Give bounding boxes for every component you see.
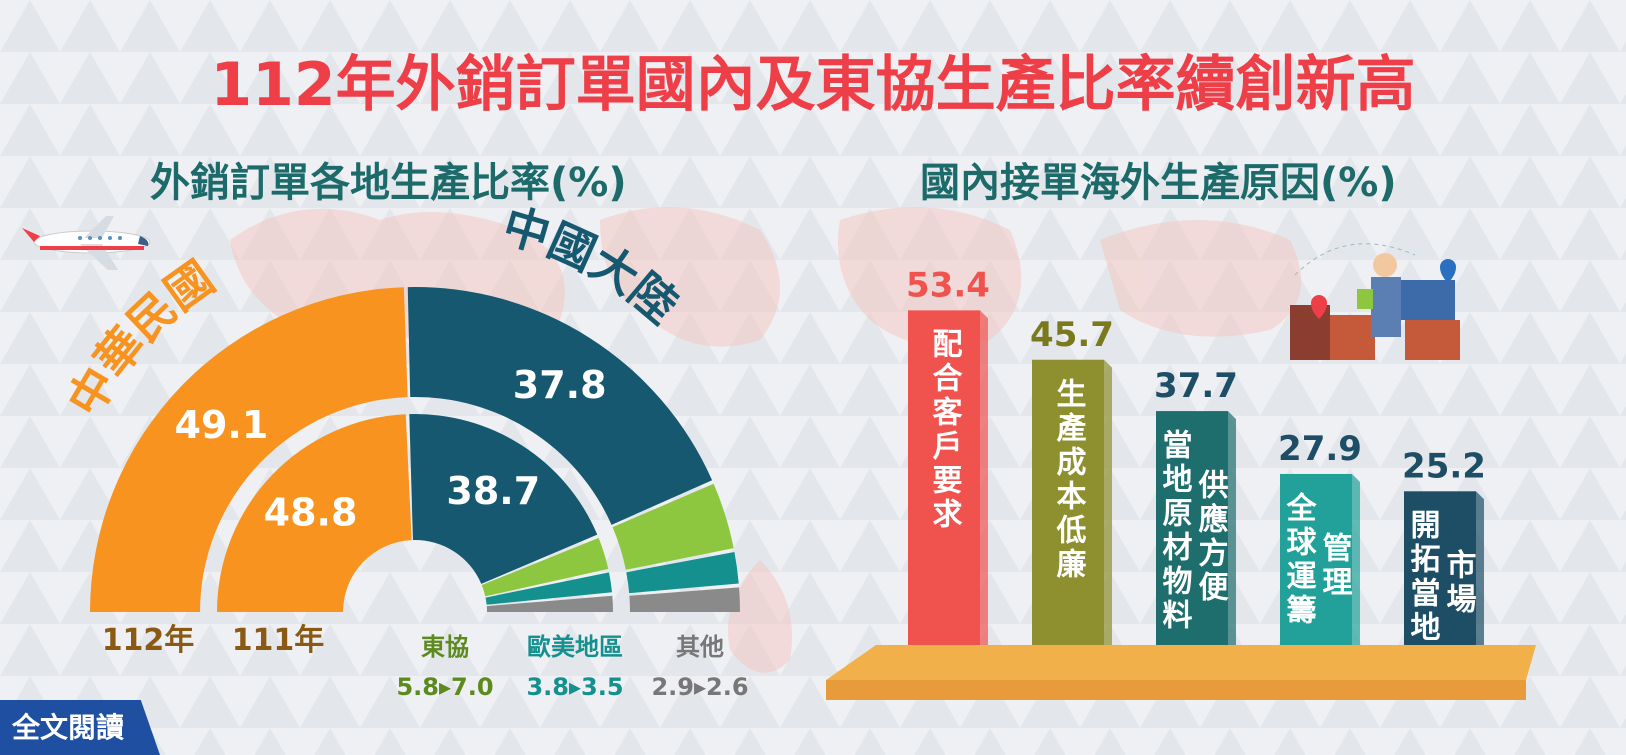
- bar-value-1: 53.4: [906, 265, 990, 305]
- slice-euam-112: [626, 552, 739, 594]
- bar-side-4: [1352, 473, 1360, 653]
- slice-euam-111: [485, 572, 613, 605]
- label-other: 其他: [676, 633, 724, 661]
- change-euam: 3.8▸3.5: [526, 673, 623, 701]
- platform-front: [826, 680, 1526, 700]
- bar-category-label-4: 全球運籌: [1280, 491, 1316, 628]
- ring-label-111: 111年: [232, 623, 325, 658]
- bar-value-3: 37.7: [1154, 366, 1238, 406]
- left-chart-title: 外銷訂單各地生產比率(%): [150, 160, 627, 206]
- value-label-china-111: 38.7: [446, 469, 540, 513]
- bar-1: [908, 310, 980, 653]
- label-euam: 歐美地區: [527, 633, 623, 661]
- bar-category-label-3: 當地原材物料: [1156, 429, 1192, 634]
- value-label-china-112: 37.8: [513, 363, 607, 407]
- logistics-worker-icon: [1290, 243, 1460, 360]
- bar-2: [1032, 359, 1104, 653]
- bar-value-5: 25.2: [1402, 446, 1486, 486]
- value-label-roc-111: 48.8: [264, 490, 358, 534]
- bar-category-label-1: 配合客戶要求: [926, 328, 962, 533]
- bar-value-4: 27.9: [1278, 429, 1362, 469]
- bar-category-label-5: 開拓當地: [1404, 509, 1440, 646]
- bar-side-2: [1104, 359, 1112, 653]
- bar-side-5: [1476, 491, 1484, 653]
- airplane-icon: [22, 216, 151, 270]
- label-asean: 東協: [421, 633, 469, 661]
- ring-label-112: 112年: [102, 623, 195, 658]
- change-other: 2.9▸2.6: [651, 673, 748, 701]
- right-chart-title: 國內接單海外生產原因(%): [920, 160, 1397, 206]
- bar-4: [1280, 473, 1352, 653]
- bar-side-3: [1228, 411, 1236, 653]
- slice-roc-111: [217, 414, 412, 612]
- value-label-roc-112: 49.1: [175, 403, 269, 447]
- slice-asean-111: [481, 537, 609, 597]
- slice-roc-112: [90, 287, 408, 612]
- slice-other-112: [629, 587, 740, 612]
- slice-other-111: [486, 595, 613, 612]
- page-title: 112年外銷訂單國內及東協生產比率續創新高: [210, 50, 1416, 120]
- slice-china-112: [407, 287, 713, 525]
- read-full-text-button[interactable]: 全文閱讀: [0, 700, 160, 755]
- bar-category-label-5: 市場: [1440, 549, 1476, 618]
- bar-category-label-4: 管理: [1316, 531, 1352, 600]
- bar-side-1: [980, 310, 988, 653]
- slice-china-111: [409, 414, 598, 584]
- change-asean: 5.8▸7.0: [396, 673, 493, 701]
- bar-category-label-2: 生產成本低廉: [1050, 377, 1086, 582]
- bar-5: [1404, 491, 1476, 653]
- slice-asean-112: [612, 483, 734, 570]
- bar-chart: 53.4 45.7 37.7 27.9 25.2: [826, 265, 1536, 700]
- bar-value-2: 45.7: [1030, 315, 1114, 355]
- platform-top: [826, 645, 1536, 680]
- bar-category-label-3: 供應方便: [1192, 469, 1228, 606]
- bar-3: [1156, 411, 1228, 653]
